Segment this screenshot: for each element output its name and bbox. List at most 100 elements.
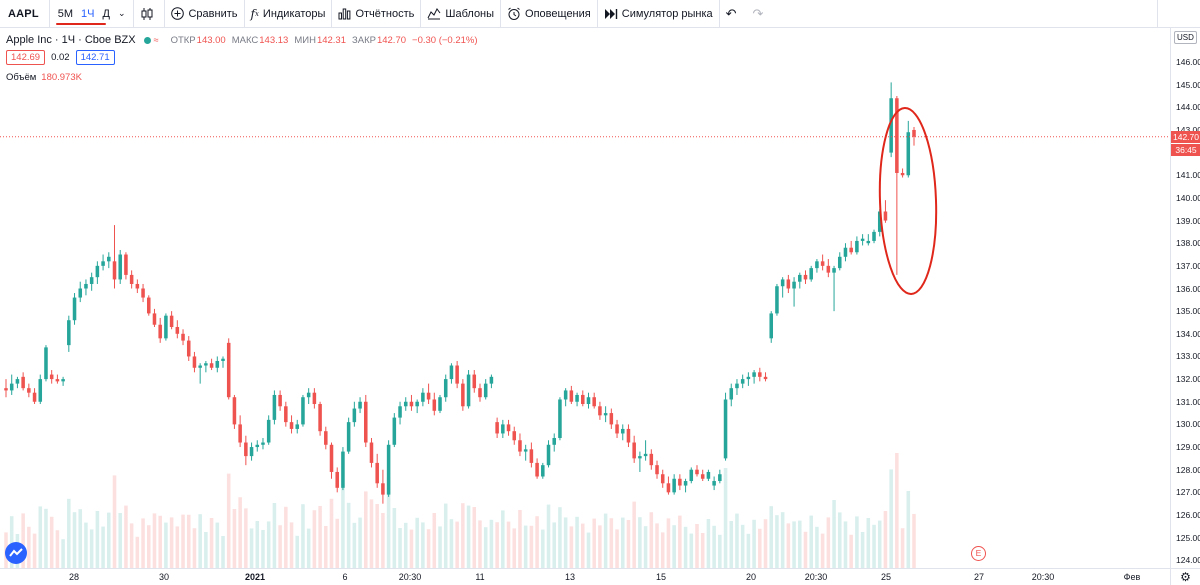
time-axis[interactable]: 28 30 2021 6 20:30 11 13 15 20 20:30 25 27 20:30 Фев bbox=[0, 568, 1170, 585]
volume-bar bbox=[723, 468, 728, 568]
timeframe-1h[interactable]: 1Ч bbox=[81, 7, 95, 20]
financials-button[interactable]: Отчётность bbox=[332, 0, 420, 28]
volume-bar bbox=[832, 500, 836, 568]
volume-bar bbox=[792, 521, 796, 568]
volume-bar bbox=[364, 491, 368, 568]
buy-button[interactable]: 142.71 bbox=[75, 50, 115, 65]
volume-bar bbox=[278, 525, 282, 568]
volume-bar bbox=[129, 523, 134, 568]
volume-bar bbox=[226, 473, 231, 568]
redo-button[interactable]: ↷ bbox=[747, 0, 774, 28]
candle-body bbox=[809, 268, 813, 280]
volume-bar bbox=[107, 512, 111, 568]
volume-bar bbox=[398, 528, 402, 568]
candle-body bbox=[912, 129, 916, 137]
candle-body bbox=[672, 478, 676, 493]
volume-bar bbox=[84, 522, 88, 568]
alarm-clock-icon bbox=[507, 7, 521, 21]
volume-bar bbox=[506, 521, 511, 568]
candle-body bbox=[27, 388, 31, 393]
time-tick: 6 bbox=[342, 572, 348, 582]
market-replay-button[interactable]: Симулятор рынка bbox=[598, 0, 719, 28]
symbol-search[interactable]: AAPL bbox=[8, 7, 39, 20]
candle-body bbox=[860, 238, 865, 241]
volume-bar bbox=[169, 517, 174, 568]
volume-bar bbox=[215, 522, 220, 568]
price-tick: 135.00 bbox=[1176, 306, 1200, 317]
candle-body bbox=[164, 315, 168, 339]
sell-button[interactable]: 142.69 bbox=[6, 50, 46, 65]
annotation-underline bbox=[55, 22, 106, 25]
tradingview-logo-icon[interactable] bbox=[5, 542, 27, 564]
time-tick: 20:30 bbox=[804, 572, 828, 582]
volume-bar bbox=[335, 518, 339, 568]
chart-type-button[interactable] bbox=[134, 0, 164, 28]
settings-gear-icon[interactable]: ⚙ bbox=[1170, 568, 1200, 585]
close-value: 142.70 bbox=[376, 34, 407, 46]
low-value: 142.31 bbox=[316, 34, 346, 46]
legend-title[interactable]: Apple Inc · 1Ч · Cboe BZX bbox=[6, 34, 136, 46]
candle-body bbox=[4, 388, 8, 391]
time-tick: 15 bbox=[655, 572, 667, 582]
price-chart[interactable] bbox=[0, 28, 1170, 568]
volume-bar bbox=[192, 528, 197, 568]
volume-label: Объём bbox=[6, 72, 37, 83]
candle-body bbox=[192, 356, 197, 368]
time-tick: 25 bbox=[880, 572, 892, 582]
replay-icon bbox=[604, 8, 618, 20]
candle-body bbox=[563, 390, 568, 400]
bar-chart-icon bbox=[338, 7, 351, 20]
candle-body bbox=[832, 268, 836, 273]
timeframe-5m[interactable]: 5М bbox=[57, 7, 74, 20]
candle-body bbox=[620, 428, 625, 434]
candle-body bbox=[181, 333, 185, 341]
candle-body bbox=[95, 265, 100, 278]
low-label: МИН bbox=[294, 34, 316, 46]
candle-body bbox=[632, 442, 636, 459]
divider bbox=[718, 0, 720, 28]
volume-bar bbox=[324, 526, 328, 568]
volume-bar bbox=[346, 502, 351, 568]
chevron-down-icon[interactable]: ⌄ bbox=[117, 8, 126, 18]
price-tick: 140.00 bbox=[1176, 192, 1200, 203]
divider bbox=[48, 0, 50, 28]
candle-body bbox=[249, 447, 254, 457]
earnings-marker[interactable]: E bbox=[971, 546, 986, 561]
currency-button[interactable]: USD bbox=[1174, 31, 1197, 44]
price-axis[interactable]: USD 146.00145.00144.00143.00142.00141.00… bbox=[1170, 28, 1200, 568]
candle-body bbox=[506, 424, 511, 432]
volume-bar bbox=[718, 534, 722, 568]
candle-body bbox=[226, 342, 231, 398]
candle-body bbox=[586, 397, 591, 405]
time-tick: 27 bbox=[973, 572, 985, 582]
volume-bar bbox=[849, 534, 853, 568]
time-tick: 20 bbox=[745, 572, 757, 582]
price-tick: 139.00 bbox=[1176, 215, 1200, 226]
volume-bar bbox=[306, 528, 311, 568]
candle-body bbox=[61, 379, 65, 382]
price-tick: 124.00 bbox=[1176, 555, 1200, 566]
candle-body bbox=[849, 247, 853, 253]
volume-bar bbox=[558, 507, 562, 568]
volume-bar bbox=[740, 524, 745, 568]
alerts-label: Оповещения bbox=[525, 7, 591, 20]
price-tick: 126.00 bbox=[1176, 510, 1200, 520]
candle-body bbox=[558, 399, 562, 438]
volume-bar bbox=[855, 516, 859, 568]
candle-body bbox=[438, 397, 442, 411]
market-replay-label: Симулятор рынка bbox=[621, 7, 713, 20]
candle-body bbox=[426, 392, 431, 400]
candle-body bbox=[798, 274, 802, 282]
undo-button[interactable]: ↶ bbox=[720, 0, 747, 28]
volume-bar bbox=[95, 511, 100, 568]
compare-button[interactable]: Сравнить bbox=[165, 0, 243, 28]
divider bbox=[420, 0, 422, 28]
templates-button[interactable]: Шаблоны bbox=[421, 0, 500, 28]
candle-body bbox=[432, 399, 437, 411]
alerts-button[interactable]: Оповещения bbox=[501, 0, 597, 28]
volume-bar bbox=[489, 519, 494, 568]
candle-body bbox=[666, 483, 671, 493]
volume-bar bbox=[632, 501, 636, 568]
timeframe-1d[interactable]: Д bbox=[102, 7, 110, 20]
